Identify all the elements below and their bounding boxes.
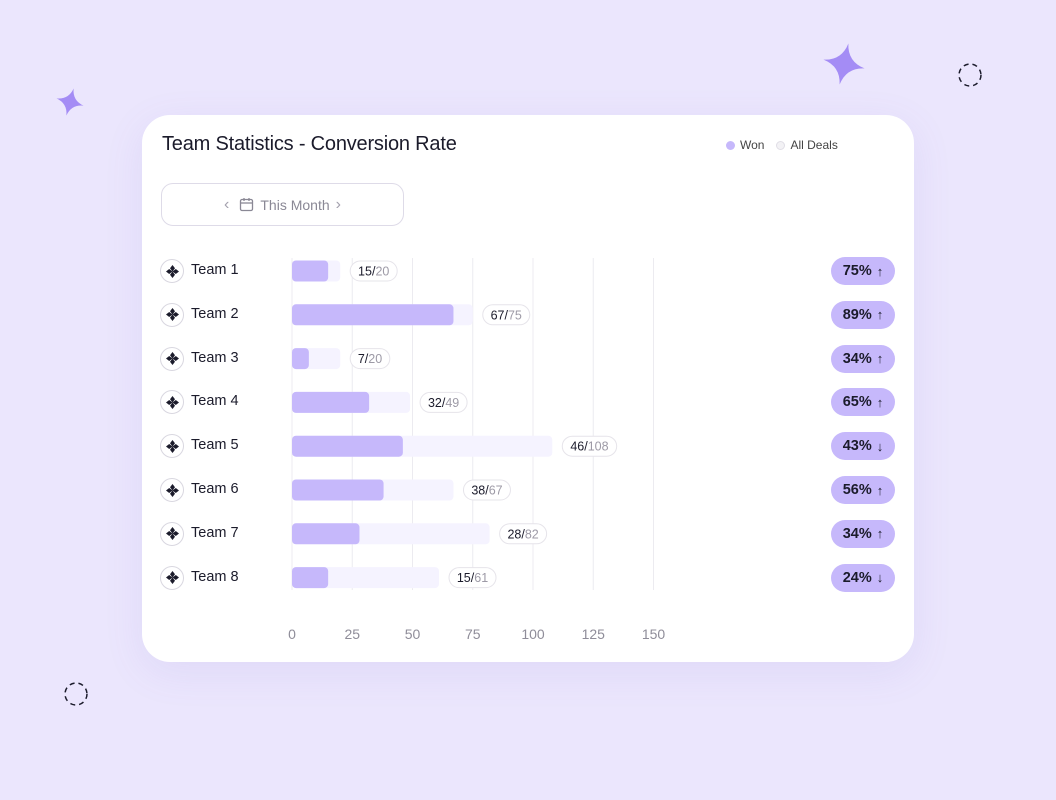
value-label-pill [462,479,511,501]
sparkle-decoration [823,43,865,85]
team-name: Team 6 [191,481,239,497]
arrow-down-icon: ↓ [876,438,884,454]
team-name: Team 1 [191,262,239,278]
data-label: 32/49 [428,396,459,410]
conversion-rate-value: 56% [842,482,872,498]
data-label: 7/20 [358,352,382,366]
team-logo-icon [160,434,184,459]
bar-won[interactable] [292,391,370,413]
legend-swatch-all-deals [776,140,786,150]
team-name: Team 5 [191,437,239,454]
data-label: 38/67 [471,484,502,498]
x-tick-label: 100 [521,626,545,642]
arrow-up-icon: ↑ [876,394,884,410]
conversion-rate-value: 34% [842,350,872,367]
bar-won[interactable] [292,435,403,457]
conversion-rate-badge: 43% ↓ [831,432,895,461]
conversion-rate-badge: 34% ↑ [831,344,895,373]
conversion-rate-badge: 89% ↑ [831,300,895,329]
conversion-rate-badge: 34% ↑ [831,519,895,548]
team-logo-icon [160,259,184,283]
team-logo-icon [160,346,184,371]
conversion-rate-value: 65% [842,394,872,411]
conversion-rate-card: Team Statistics - Conversion Rate Won Al… [142,115,914,662]
bar-chart: 0 25 50 75 100 125 150 15/20 67/75 7/20 32/49 46/10… [288,258,666,642]
x-tick-label: 50 [405,626,421,642]
data-label: 15/61 [457,571,488,585]
data-label: 46/108 [570,440,608,454]
bar-won[interactable] [292,348,309,370]
calendar-icon [240,198,254,212]
team-name: Team 4 [191,393,239,410]
team-logo-icon [160,390,184,415]
team-logo-icon [160,565,184,590]
data-label: 67/75 [491,308,522,322]
value-label-pill [419,391,468,413]
team-logo-icon [160,302,184,327]
value-label-pill [482,304,531,326]
bar-won[interactable] [292,567,329,589]
bar-won[interactable] [292,523,360,545]
arrow-up-icon: ↑ [876,482,884,498]
value-label-pill [349,348,391,370]
conversion-rate-badge: 75% ↑ [831,257,895,285]
x-tick-label: 25 [344,626,360,642]
legend-label-won: Won [740,138,765,152]
team-name: Team 2 [191,305,239,322]
x-tick-label: 75 [465,626,481,642]
conversion-rate-badge: 56% ↑ [831,476,895,504]
arrow-up-icon: ↑ [876,263,884,279]
period-label: This Month [260,196,330,213]
conversion-rate-value: 34% [842,525,872,542]
chevron-right-icon[interactable]: › [335,195,341,213]
arrow-up-icon: ↑ [876,307,884,323]
team-logo-icon [160,521,184,546]
value-label-pill [349,260,398,282]
x-tick-label: 150 [642,626,666,642]
bar-won[interactable] [292,304,454,326]
conversion-rate-value: 24% [842,569,872,586]
data-label: 15/20 [358,265,389,279]
team-name: Team 7 [191,524,239,541]
value-label-pill [561,435,618,457]
x-tick-label: 0 [288,626,296,642]
legend-label-all-deals: All Deals [790,138,838,152]
legend-swatch-won [726,140,735,150]
dashed-circle-decoration [64,682,88,706]
bar-all-deals[interactable] [292,567,440,589]
conversion-rate-value: 89% [842,306,872,323]
sparkle-decoration [56,88,84,116]
dashed-circle-decoration [958,63,982,87]
team-logo-icon [160,478,184,502]
chevron-left-icon[interactable]: ‹ [224,195,230,213]
value-label-pill [499,523,548,545]
chart-title: Team Statistics - Conversion Rate [162,133,457,155]
legend-item-won: Won [726,138,764,152]
x-tick-label: 125 [582,626,606,642]
arrow-down-icon: ↓ [876,570,884,586]
arrow-up-icon: ↑ [876,351,884,367]
legend-item-all-deals: All Deals [776,138,838,152]
conversion-rate-badge: 65% ↑ [831,388,895,417]
team-name: Team 3 [191,349,239,366]
team-name: Team 8 [191,568,239,585]
conversion-rate-value: 43% [842,438,872,455]
arrow-up-icon: ↑ [876,526,884,542]
conversion-rate-badge: 24% ↓ [831,563,895,592]
conversion-rate-value: 75% [842,263,872,279]
data-label: 28/82 [507,527,538,541]
bar-won[interactable] [292,260,329,282]
bar-won[interactable] [292,479,384,501]
value-label-pill [448,567,497,589]
period-selector[interactable]: ‹ This Month › [161,183,404,226]
chart-legend: Won All Deals [726,138,850,152]
